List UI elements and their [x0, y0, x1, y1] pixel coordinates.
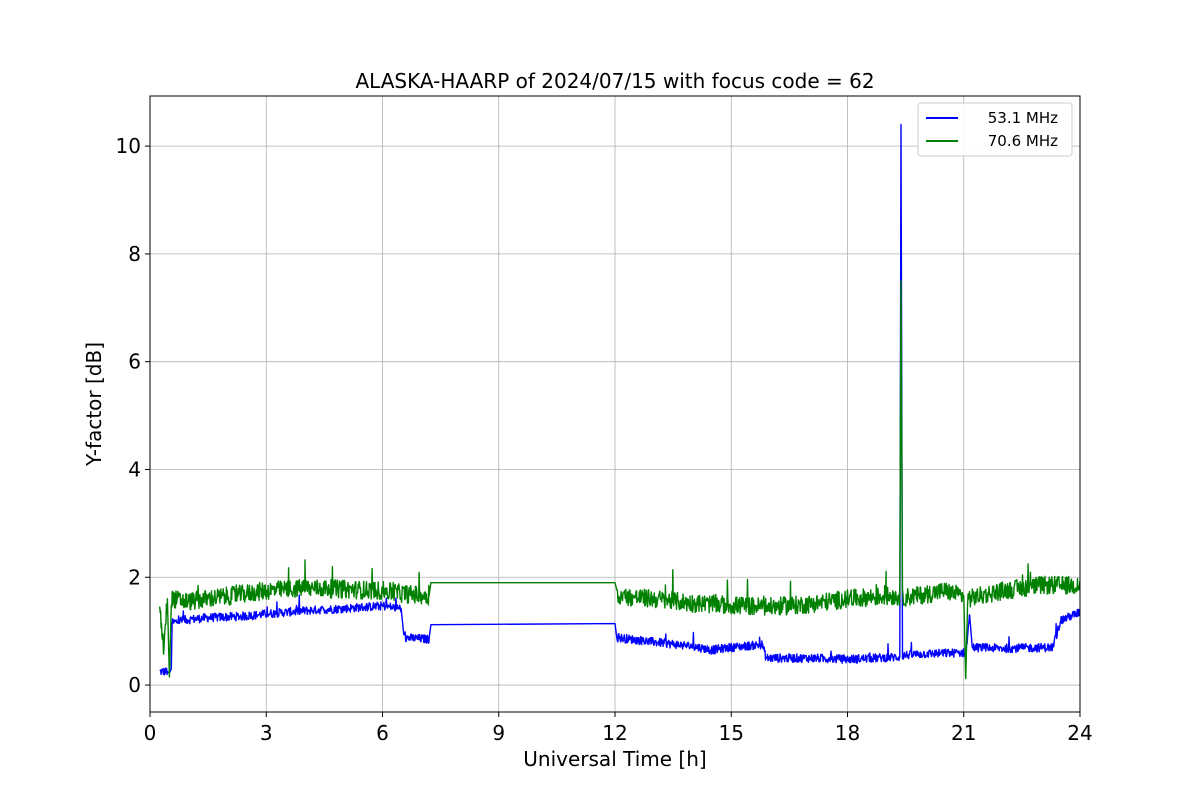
- x-tick-label: 15: [719, 721, 744, 745]
- y-tick-label: 2: [128, 565, 141, 589]
- y-tick-label: 4: [128, 457, 141, 481]
- x-tick-label: 18: [835, 721, 860, 745]
- x-axis-label: Universal Time [h]: [523, 747, 706, 771]
- y-tick-label: 0: [128, 673, 141, 697]
- x-tick-label: 9: [492, 721, 505, 745]
- x-tick-label: 21: [951, 721, 976, 745]
- x-tick-label: 24: [1067, 721, 1092, 745]
- legend: 53.1 MHz 70.6 MHz: [917, 102, 1073, 157]
- series-layer: [159, 123, 1080, 680]
- y-tick-label: 6: [128, 350, 141, 374]
- y-axis-label: Y-factor [dB]: [82, 342, 106, 467]
- x-ticks: 0 3 6 9 12 15 18 21 24: [144, 712, 1093, 745]
- x-tick-label: 0: [144, 721, 157, 745]
- legend-box: [917, 102, 1073, 157]
- series-line-1: [159, 280, 1080, 680]
- series-line-0: [159, 123, 1080, 676]
- legend-label-1: 70.6 MHz: [988, 132, 1058, 150]
- chart-title: ALASKA-HAARP of 2024/07/15 with focus co…: [355, 69, 874, 93]
- x-tick-label: 12: [602, 721, 627, 745]
- x-tick-label: 3: [260, 721, 273, 745]
- y-ticks: 0 2 4 6 8 10: [116, 134, 150, 697]
- y-tick-label: 10: [116, 134, 141, 158]
- x-tick-label: 6: [376, 721, 389, 745]
- legend-label-0: 53.1 MHz: [988, 109, 1058, 127]
- y-tick-label: 8: [128, 242, 141, 266]
